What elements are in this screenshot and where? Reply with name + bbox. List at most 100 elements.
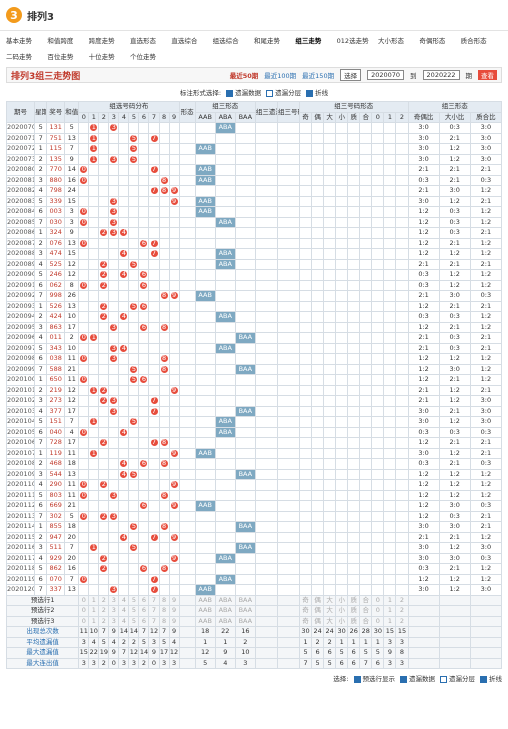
issue: 2020073 [5,153,36,165]
nav-item[interactable]: 跨度走势 [88,37,115,45]
attr-cell: 质 [347,615,361,627]
digit-cell: 2 [98,552,110,564]
digit-cell: 3 [108,489,120,501]
recent-link[interactable]: 最近150期 [302,72,335,80]
to[interactable]: 2020222 [422,70,460,80]
data-row: 2020106 7 728 17 2 7 8 1:2 2:1 2:1 [5,437,503,449]
attr-cell [359,521,373,533]
attr-cell [335,521,349,533]
cell [254,636,278,648]
digit-cell: 1 [88,605,100,617]
nav-item[interactable]: 奇偶形态 [419,37,446,45]
attr-cell [359,258,373,270]
attr-cell [311,353,325,365]
digit-cell [158,447,170,459]
checkbox[interactable] [306,89,314,97]
sum: 7 [64,573,80,585]
attr-cell [311,531,325,543]
number: 880 [46,174,66,186]
stat-value: 3 [78,657,90,669]
cell [178,626,196,638]
digit-cell [78,447,90,459]
omit-cell [254,584,278,596]
checkbox[interactable] [400,675,407,683]
attr-cell [359,195,373,207]
weekday: 1 [34,143,48,155]
attr-cell [323,216,337,228]
nav-item[interactable]: 个位走势 [129,53,156,61]
form-cell [194,311,216,323]
stat-value: 5 [138,636,150,648]
issue: 2020097 [5,342,36,354]
nav-item[interactable]: 012选走势 [336,37,369,45]
checkbox[interactable] [266,89,274,97]
nav-item[interactable]: 组三走势 [295,37,322,45]
from[interactable]: 2020070 [367,70,405,80]
digit-cell [98,447,110,459]
nav-item[interactable]: 基本走势 [6,37,32,45]
digit-cell: 9 [168,552,180,564]
attr-cell [347,164,361,176]
checkbox[interactable] [226,89,234,97]
digit-cell [98,122,110,134]
recent-link[interactable]: 最近100期 [264,72,297,80]
number: 526 [46,300,66,312]
data-row: 2020084 6 003 3 0 3 AAB 1:2 0:3 1:2 [5,206,503,218]
issue: 2020085 [5,216,36,228]
checkbox[interactable] [480,675,487,683]
data-row: 2020098 6 038 11 0 3 8 1:2 1:2 1:2 [5,353,503,365]
nav-item[interactable]: 和值跨度 [47,37,74,45]
nav-item[interactable]: 直选综合 [171,37,198,45]
attr-cell [395,332,409,344]
omit-cell [254,164,278,176]
form-cell [194,384,216,396]
nav-item[interactable]: 质合形态 [460,37,487,45]
digit-cell [118,153,130,165]
stat-value: 7 [138,626,150,638]
attr-cell [383,374,397,386]
nav-item[interactable]: 组选综合 [212,37,239,45]
g3num-cell [276,531,301,543]
digit-cell [148,374,160,386]
attr-cell [299,479,313,491]
attr-cell [335,216,349,228]
nav-item[interactable]: 百位走势 [47,53,74,61]
digit-cell: 6 [138,615,150,627]
select[interactable]: 选择 [340,69,362,81]
nav-item[interactable]: 大小形态 [377,37,404,45]
digit-cell: 8 [158,437,170,449]
digit-cell [148,206,160,218]
issue: 2020071 [5,132,36,144]
omit-cell [254,416,278,428]
shape-cell [178,216,196,228]
weekday: 7 [34,363,48,375]
digit-cell [118,479,130,491]
digit-cell [78,195,90,207]
digit-cell [128,395,140,407]
checkbox[interactable] [353,675,361,683]
digit-ball: 9 [170,448,178,457]
nav-item[interactable]: 和尾走势 [253,37,280,45]
number: 011 [46,332,66,344]
checkbox[interactable] [440,675,447,683]
footer-item: 遗漏数据 [409,675,435,683]
attr-cell [371,437,385,449]
digit-ball: 3 [110,511,118,520]
preselect-row: 预选行1 0 1 2 3 4 5 6 7 8 9 AAB ABA BAA 奇偶大小质合 0 1 2 [5,594,503,606]
form-cell: AAB [194,164,216,176]
form-cell [214,279,236,291]
nav-item[interactable]: 二码走势 [6,53,32,61]
digit-cell [148,416,160,428]
attr-cell [311,447,325,459]
nav-item[interactable]: 十位走势 [88,53,115,61]
button[interactable]: 查看 [478,70,497,80]
recent-link[interactable]: 最近50期 [229,72,259,80]
issue: 2020090 [5,269,36,281]
nav-item[interactable]: 直选形态 [129,37,156,45]
header-cell: 和值 [64,101,80,123]
stat-value: 19 [98,647,110,659]
header-cell: 5 [128,111,140,123]
digit-cell [88,164,100,176]
ratio: 1:2 [438,279,471,291]
digit-ball: 1 [90,417,98,426]
